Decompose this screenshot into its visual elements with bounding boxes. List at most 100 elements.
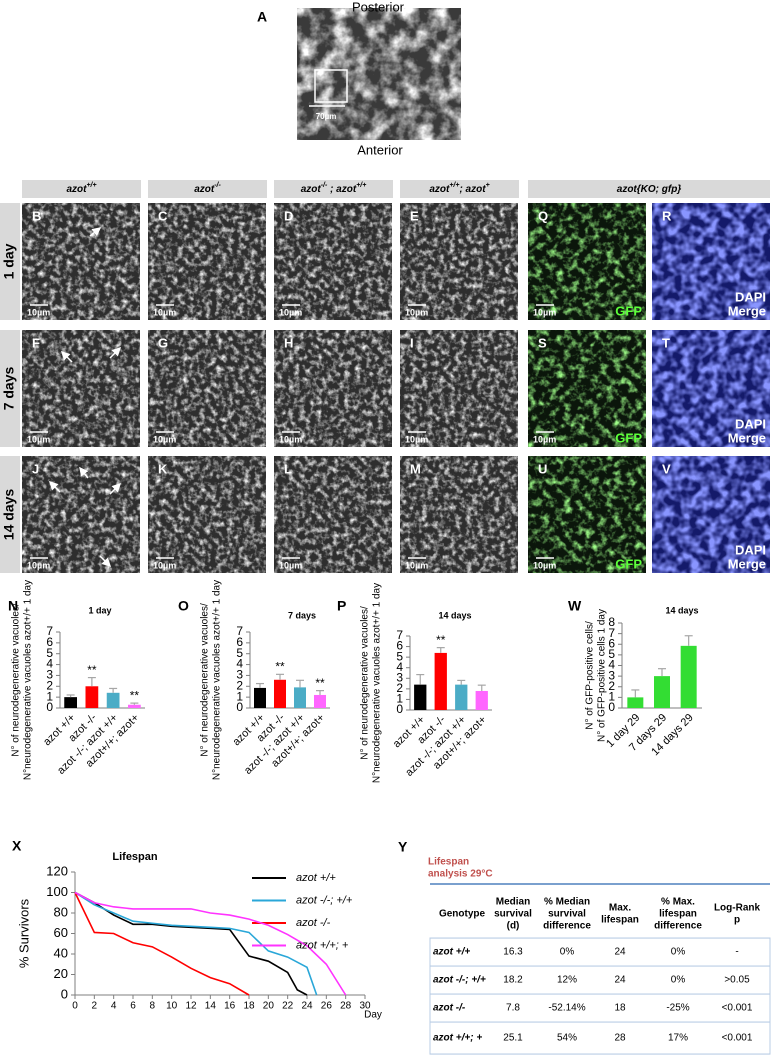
table-cell: azot -/-; +/+ [433,975,486,986]
bar [274,679,286,708]
micrograph-texture [652,456,770,573]
table-title: Lifespan [428,857,469,868]
y-tick-label: 1 [46,689,53,703]
scale-label: 10µm [405,560,428,570]
micrograph-texture [148,456,266,573]
y-axis-label: N° of GFP-positive cells 1 day [597,609,608,742]
scale-label: 10µm [27,560,50,570]
table-cell: azot +/+; + [433,1033,482,1044]
header-segment: +/+ [449,182,459,189]
column-header [400,180,519,198]
y-tick-label: 5 [608,647,615,661]
panel-letter: O [178,598,189,614]
scale-label: 10µm [405,434,428,444]
header-segment: azot [301,184,322,195]
bar [475,690,488,710]
arrow [79,466,89,479]
panel-letter: E [410,208,419,223]
table-cell: azot +/+ [433,947,470,958]
x-tick-label: 16 [224,1001,236,1012]
panel-letter: G [158,335,168,350]
x-tick-label: 14 [205,1001,217,1012]
table-cell: 16.3 [503,947,523,958]
panel-a-image [297,8,461,140]
x-tick-label: 28 [340,1001,352,1012]
bar [455,684,468,710]
error-bar [436,647,445,653]
table-frame [429,937,771,1055]
micrograph-texture [400,456,518,573]
panel-letter: D [284,208,293,223]
table-header: Genotype [439,909,486,920]
panel-letter: F [32,335,40,350]
row-label: 7 days [1,366,17,410]
y-tick-label: 1 [396,692,403,706]
stain-label: DAPI [735,289,766,304]
y-axis-label: N°neurodegenerative vacuoles azot+/+ 1 d… [372,583,383,783]
table-header: Max. [609,903,631,914]
y-axis-label: N° of neurodegenerative vacuoles/ [360,606,371,760]
table-cell: 24 [614,947,626,958]
orientation-label: Anterior [357,142,403,157]
y-tick-label: 2 [236,678,243,692]
arrow [109,482,122,495]
bar [106,692,120,708]
legend-label: azot +/+; + [296,939,349,951]
micrograph-texture [528,330,646,447]
y-tick-label: 4 [236,657,243,671]
micrograph-texture [148,203,266,320]
x-tick-label: 24 [301,1001,313,1012]
x-tick-label: 4 [111,1001,117,1012]
significance: ** [436,633,446,647]
panel-letter: U [538,461,547,476]
y-tick-label: 2 [608,679,615,693]
table-cell: azot -/- [433,1003,466,1014]
table-header: % Median [544,897,590,908]
micrograph-texture [274,330,392,447]
x-tick-label: 20 [263,1001,275,1012]
table-cell: 25.1 [503,1033,523,1044]
x-tick-label: 18 [243,1001,255,1012]
panel-letter: V [662,461,671,476]
scale-label: 70µm [316,112,337,121]
y-tick-label: 4 [46,657,53,671]
error-bar [87,676,96,687]
x-tick-label: 30 [359,1001,371,1012]
table-cell: 0% [560,947,575,958]
scale-label: 10µm [279,307,302,317]
table-header: Log-Rank [714,903,761,914]
chart-title: 14 days [665,605,698,615]
bar [314,694,326,708]
table-cell: - [735,947,738,958]
significance: ** [130,688,140,702]
y-tick-label: 3 [396,670,403,684]
y-tick-label: 0 [46,700,53,714]
bar [128,704,141,708]
y-axis-label: N°neurodegenerative vacuoles azot+/+ 1 d… [212,580,223,780]
header-segment: + [486,182,490,189]
x-tick-label: 6 [130,1001,136,1012]
row-tab [0,203,20,320]
stain-label: DAPI [735,542,766,557]
row-tab [0,330,20,447]
header-segment: ; azot [459,184,486,195]
y-tick-label: 0 [396,702,403,716]
y-tick-label: 2 [46,678,53,692]
error-bar [631,689,640,698]
micrograph-texture [274,203,392,320]
stain-label: Merge [728,303,766,318]
scale-label: 10µm [153,307,176,317]
panel-letter: J [32,461,39,476]
table-cell: 0% [671,975,686,986]
bar [64,697,77,708]
y-tick-label: 60 [54,925,68,940]
error-bar [109,687,118,693]
x-tick-label: 26 [321,1001,333,1012]
error-bar [457,679,466,685]
header-segment: azot [66,184,87,195]
x-tick-label: 22 [282,1001,294,1012]
arrow [48,480,61,493]
panel-letter: L [284,461,292,476]
x-tick-label: 8 [150,1001,156,1012]
